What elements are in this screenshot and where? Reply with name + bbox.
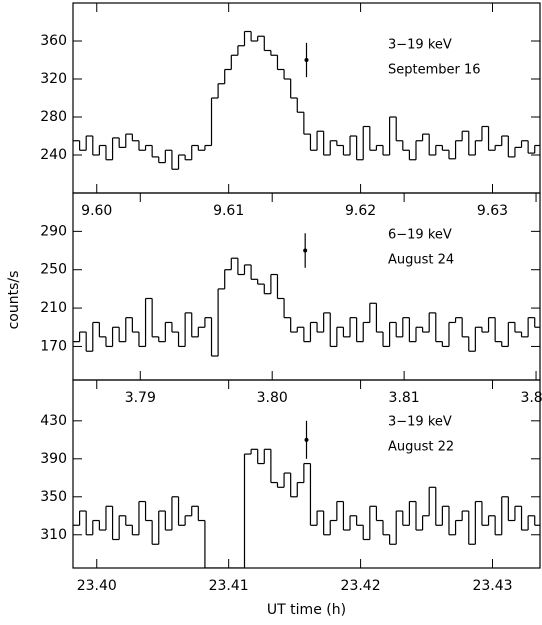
error-point [304,58,309,62]
y-tick-label: 310 [40,527,67,543]
y-tick-label: 170 [40,338,67,354]
x-tick-label: 9.60 [81,203,112,219]
x-tick-label: 23.41 [209,578,249,594]
annotation: September 16 [388,63,481,78]
y-tick-label: 430 [40,413,67,429]
error-point [304,437,309,442]
y-tick-label: 250 [40,262,67,278]
histogram [73,448,540,568]
x-tick-label: 9.63 [477,203,508,219]
y-tick-label: 320 [40,71,67,87]
panel-frame [72,192,541,381]
y-tick-label: 290 [40,223,67,239]
histogram [73,257,540,357]
x-tick-label: 23.42 [341,578,381,594]
y-tick-label: 360 [40,33,67,49]
x-tick-label: 3.80 [257,390,288,406]
error-point [303,248,308,253]
x-axis-label: UT time (h) [267,602,346,618]
x-tick-label: 9.61 [213,203,244,219]
y-tick-label: 390 [40,451,67,467]
x-tick-label: 23.40 [77,578,117,594]
x-tick-label: 9.62 [345,203,376,219]
y-tick-label: 240 [40,147,67,163]
histogram [73,30,540,170]
y-axis-label: counts/s [6,271,22,330]
annotation: August 22 [388,440,454,455]
panel-frame [72,379,541,569]
x-tick-label: 3.82 [520,390,542,406]
x-tick-label: 23.43 [472,578,512,594]
annotation: 3−19 keV [388,38,452,53]
y-tick-label: 210 [40,300,67,316]
x-tick-label: 3.81 [389,390,420,406]
y-tick-label: 280 [40,109,67,125]
x-tick-label: 3.79 [125,390,156,406]
annotation: August 24 [388,253,454,268]
annotation: 3−19 keV [388,415,452,430]
y-tick-label: 350 [40,489,67,505]
annotation: 6−19 keV [388,228,452,243]
panel-frame [72,2,541,194]
